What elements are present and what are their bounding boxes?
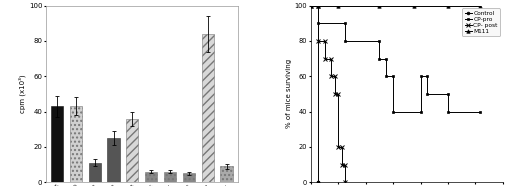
Control — [314, 181, 321, 183]
CP- post — [332, 93, 338, 95]
CP- post — [342, 181, 348, 183]
Bar — [88, 163, 101, 182]
CP- post — [328, 75, 334, 77]
CP- post — [328, 57, 334, 60]
Line: M111: M111 — [309, 4, 481, 7]
CP- post — [339, 146, 345, 148]
Bar — [145, 172, 157, 182]
CP- post — [339, 163, 345, 166]
CP-pro — [424, 93, 430, 95]
CP- post — [308, 4, 314, 7]
CP-pro — [477, 110, 483, 113]
M111 — [335, 4, 341, 7]
M111 — [308, 4, 314, 7]
CP- post — [322, 40, 328, 42]
CP-pro — [418, 75, 424, 77]
CP-pro — [314, 4, 321, 7]
CP-pro — [342, 40, 348, 42]
Bar — [164, 172, 176, 182]
M111 — [376, 4, 383, 7]
CP- post — [314, 40, 321, 42]
CP-pro — [390, 110, 396, 113]
CP- post — [335, 146, 341, 148]
Control — [308, 4, 314, 7]
CP-pro — [342, 22, 348, 24]
Y-axis label: cpm (x10³): cpm (x10³) — [18, 75, 26, 113]
M111 — [477, 4, 483, 7]
Line: CP- post: CP- post — [309, 4, 347, 184]
CP-pro — [376, 57, 383, 60]
CP- post — [335, 93, 341, 95]
CP- post — [342, 163, 348, 166]
CP-pro — [383, 75, 389, 77]
CP-pro — [445, 110, 451, 113]
CP-pro — [390, 75, 396, 77]
Legend: Control, CP-pro, CP- post, M111: Control, CP-pro, CP- post, M111 — [462, 9, 500, 36]
M111 — [445, 4, 451, 7]
CP-pro — [424, 75, 430, 77]
Line: CP-pro: CP-pro — [309, 4, 481, 113]
Bar — [202, 34, 214, 182]
Bar — [183, 173, 195, 182]
CP-pro — [418, 110, 424, 113]
Bar — [107, 138, 120, 182]
M111 — [410, 4, 417, 7]
M111 — [314, 4, 321, 7]
Bar — [126, 119, 139, 182]
CP- post — [314, 4, 321, 7]
Bar — [70, 106, 82, 182]
Control — [314, 181, 321, 183]
CP- post — [322, 57, 328, 60]
Line: Control: Control — [309, 4, 319, 184]
CP-pro — [383, 57, 389, 60]
Y-axis label: % of mice surviving: % of mice surviving — [286, 59, 292, 129]
CP-pro — [314, 22, 321, 24]
CP- post — [332, 75, 338, 77]
CP-pro — [308, 4, 314, 7]
Control — [314, 4, 321, 7]
Bar — [220, 166, 233, 182]
CP-pro — [376, 40, 383, 42]
Bar — [51, 106, 63, 182]
CP-pro — [445, 93, 451, 95]
